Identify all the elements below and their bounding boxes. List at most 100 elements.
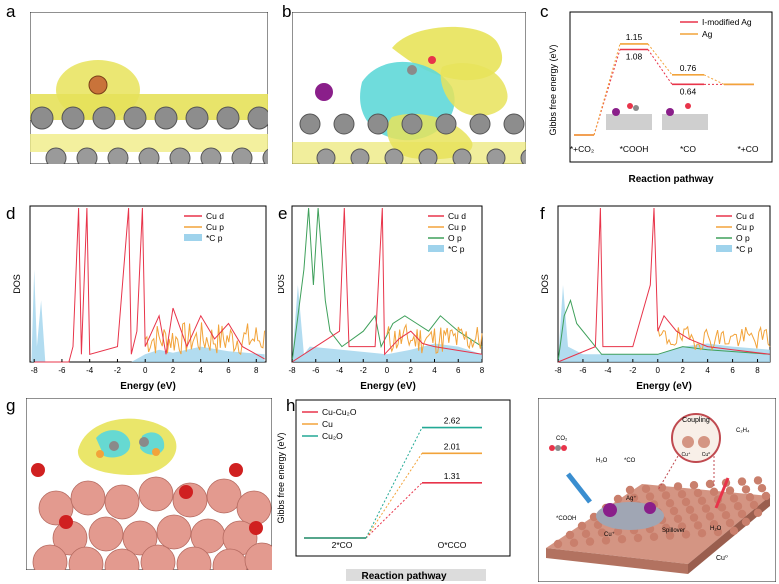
legend-i-modified-ag: I-modified Ag	[702, 17, 752, 27]
x-tick-label: 8	[480, 366, 485, 375]
legend-cu-d: Cu d	[448, 211, 466, 221]
co-inset	[662, 103, 708, 130]
x-axis-label: Energy (eV)	[360, 381, 416, 392]
state-label-1: 2*CO	[332, 540, 353, 550]
state-label-2: O*CCO	[438, 540, 467, 550]
y-axis-label: DOS	[278, 274, 286, 294]
panel-letter-f: f	[540, 204, 545, 223]
x-tick-label: 2	[680, 366, 685, 375]
x-axis-label-bar	[346, 569, 486, 581]
state-label-3: *CO	[680, 144, 696, 154]
panel-f-dos: DOS Energy (eV) -8 -6 -4 -2 0 2 4 6 8 Cu d Cu p …	[540, 205, 771, 392]
x-axis-label: Reaction pathway	[361, 571, 446, 582]
surface-atom	[721, 511, 731, 520]
surface-atom	[597, 528, 607, 537]
legend-cu: Cu	[322, 419, 333, 429]
surface-atom	[629, 493, 639, 502]
surface-atom	[745, 493, 755, 502]
h2o-right-label: H₂O	[710, 526, 722, 532]
cu-atom	[88, 516, 124, 552]
c2h4-label: C₂H₄	[736, 428, 750, 434]
legend-cu-d: Cu d	[736, 211, 754, 221]
surface-atom	[713, 527, 723, 537]
cu-d-dos	[291, 207, 483, 363]
ag-atom	[107, 147, 129, 164]
x-tick-label: 0	[656, 366, 661, 375]
cu-adatom	[88, 75, 108, 95]
y-axis-label: DOS	[12, 274, 22, 294]
energy-value-label: 0.64	[680, 86, 697, 96]
surface-atom	[741, 517, 751, 526]
ag-atom	[520, 149, 526, 164]
connector	[703, 74, 725, 85]
surface-atom	[565, 530, 575, 540]
coupling-label: Coupling	[682, 417, 710, 424]
panel-e-dos: DOS Energy (eV) -8 -6 -4 -2 0 2 4 6 8 Cu d Cu p …	[278, 205, 485, 392]
surface-atom	[717, 503, 727, 512]
ag-atom	[299, 113, 321, 135]
ag-label: Ag⁺	[626, 495, 637, 502]
surface-atom	[729, 494, 739, 503]
surface-atom	[673, 514, 683, 523]
x-tick-label: -2	[360, 366, 368, 375]
x-tick-label: -4	[86, 366, 94, 375]
ag-atom	[185, 106, 209, 130]
ag-atom	[247, 106, 268, 130]
surface-atom	[741, 485, 751, 494]
inflow-arrow	[566, 472, 592, 504]
connector	[365, 482, 423, 539]
surface-atom	[633, 533, 643, 543]
o-p-dos	[291, 207, 483, 363]
surface-atom	[749, 500, 759, 510]
surface-atom	[649, 532, 659, 541]
legend-o-p: O p	[448, 233, 462, 243]
co2-label: CO₂	[556, 436, 568, 442]
x-axis-label: Energy (eV)	[120, 381, 176, 392]
ag-atom	[262, 148, 268, 164]
x-tick-label: -4	[604, 366, 612, 375]
legend-cu-cu2o: Cu-Cu₂O	[322, 407, 357, 417]
ag-atom	[30, 106, 54, 130]
surface-atom	[665, 531, 675, 540]
ag-atom	[435, 113, 457, 135]
legend-cu-p: Cu p	[448, 222, 466, 232]
surface-atom	[593, 520, 603, 529]
ag-atom	[200, 147, 222, 164]
cu0-bubble-label: Cu⁰	[702, 452, 710, 458]
cu-p-dos	[657, 325, 771, 351]
surface-atom	[581, 529, 591, 538]
surface-atom	[625, 485, 635, 495]
c-p-dos	[558, 285, 770, 362]
surface-atom	[677, 490, 687, 499]
x-tick-label: 0	[385, 366, 390, 375]
x-tick-label: 4	[705, 366, 710, 375]
x-tick-label: 6	[730, 366, 735, 375]
surface-atom	[701, 504, 711, 513]
surface-atom	[709, 487, 719, 496]
surface-atom	[553, 539, 563, 549]
ag-atom	[367, 113, 389, 135]
surface-atom	[677, 522, 687, 531]
surface-atom	[661, 523, 671, 532]
ag-atom	[384, 148, 404, 164]
legend-cu-d: Cu d	[206, 211, 224, 221]
legend-ag: Ag	[702, 29, 713, 39]
surface-atom	[725, 486, 735, 495]
ag-atom	[486, 148, 506, 164]
energy-value-label: 1.31	[444, 471, 461, 481]
energy-value-label: 0.76	[680, 63, 697, 73]
panel-letter-g: g	[6, 396, 16, 415]
o-atom	[179, 485, 193, 499]
cu-atom	[206, 478, 242, 514]
o-atom	[229, 463, 243, 477]
cooh-label: *COOH	[556, 516, 576, 522]
cu-atom	[70, 480, 106, 516]
plot-frame	[295, 399, 511, 557]
surface-atom	[757, 484, 767, 493]
cooh-inset	[606, 103, 652, 130]
panel-g-charge-density	[26, 398, 272, 570]
ag-atom	[316, 148, 336, 164]
ag-atom	[401, 113, 423, 135]
panel-letter-b: b	[282, 2, 292, 21]
legend-cu-p: Cu p	[736, 222, 754, 232]
